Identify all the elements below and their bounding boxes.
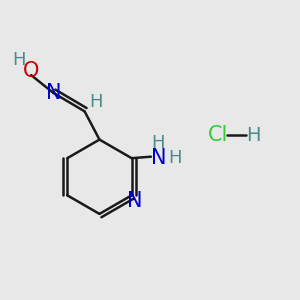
Text: Cl: Cl bbox=[208, 125, 229, 145]
Text: O: O bbox=[23, 61, 39, 81]
Text: H: H bbox=[168, 149, 182, 167]
Text: N: N bbox=[128, 191, 143, 211]
Text: H: H bbox=[12, 51, 26, 69]
Text: H: H bbox=[152, 134, 165, 152]
Text: N: N bbox=[46, 83, 61, 103]
Text: H: H bbox=[246, 126, 260, 145]
Text: H: H bbox=[89, 93, 103, 111]
Text: N: N bbox=[151, 148, 166, 168]
